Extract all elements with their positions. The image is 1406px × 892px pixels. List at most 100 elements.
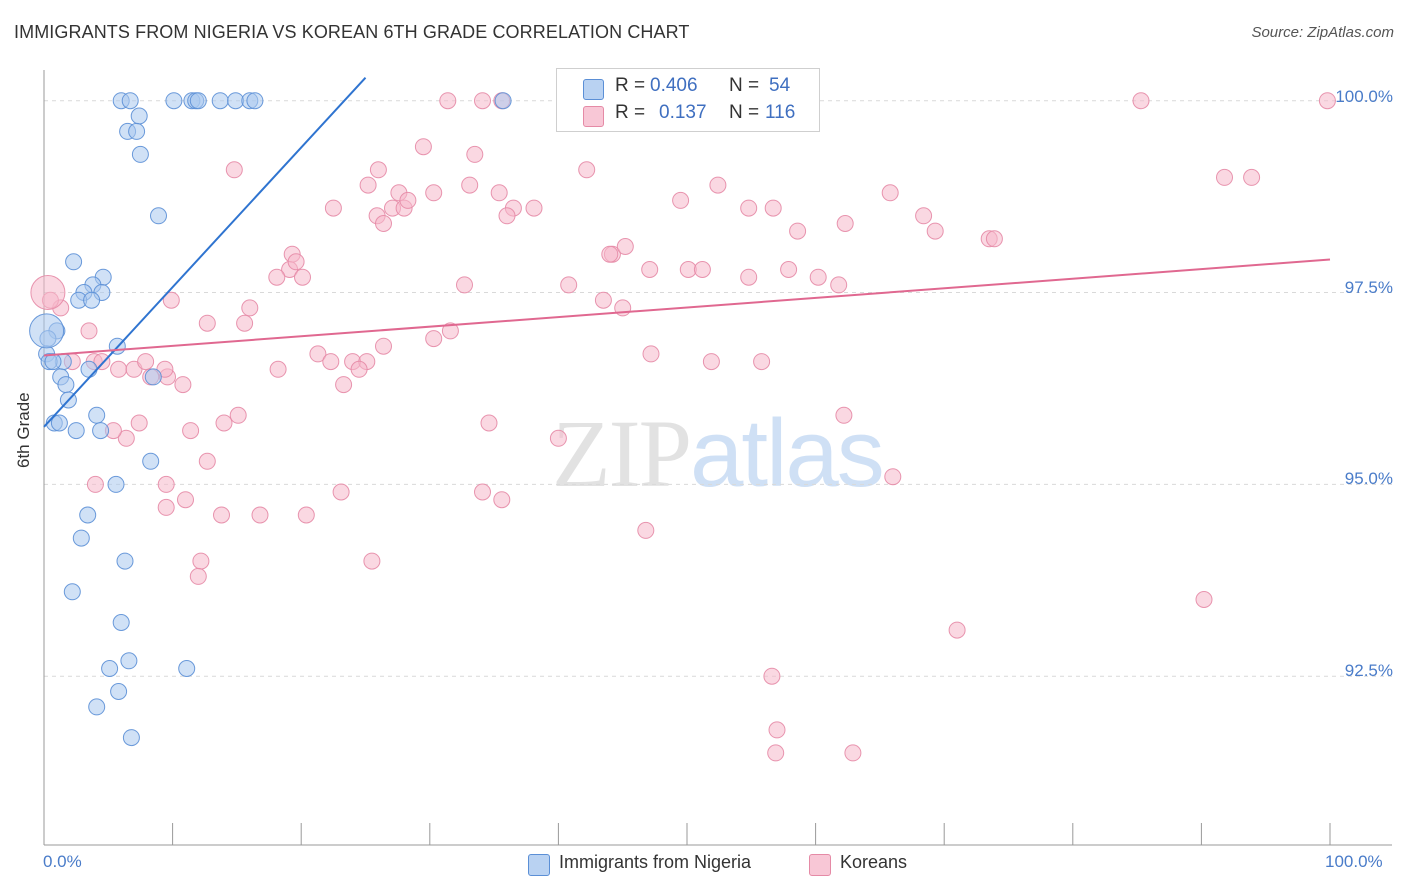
koreans-trend-line <box>43 258 1331 357</box>
koreans-point <box>157 475 175 493</box>
nigeria-point <box>227 92 245 110</box>
koreans-point <box>294 268 311 286</box>
koreans-point <box>414 138 432 156</box>
koreans-point <box>117 429 135 447</box>
koreans-point <box>425 184 443 202</box>
koreans-point <box>926 222 944 240</box>
nigeria-point <box>88 406 106 424</box>
koreans-point <box>236 314 254 332</box>
nigeria-point <box>120 652 138 670</box>
nigeria-point <box>116 552 134 570</box>
legend-r-value: 0.137 <box>659 102 707 123</box>
watermark: ZIPatlas <box>552 398 885 509</box>
koreans-point <box>642 345 660 363</box>
koreans-point <box>324 199 342 217</box>
koreans-point <box>425 330 443 348</box>
legend-n-label: N = <box>729 75 760 96</box>
koreans-point <box>375 215 392 232</box>
koreans-point <box>480 414 498 432</box>
koreans-point <box>672 191 690 209</box>
nigeria-point <box>121 92 139 110</box>
koreans-point <box>130 414 148 432</box>
x-tick-label-max: 100.0% <box>1325 852 1383 871</box>
koreans-point <box>363 552 381 570</box>
koreans-point <box>836 215 854 232</box>
x-tick-label-min: 0.0% <box>43 852 82 871</box>
koreans-point <box>594 291 612 309</box>
koreans-point <box>915 207 933 225</box>
koreans-point <box>461 176 479 194</box>
koreans-point <box>767 744 785 762</box>
legend-row-nigeria: R = 0.406 N = 54 <box>557 73 819 103</box>
koreans-point <box>702 353 720 371</box>
legend-n-value: 116 <box>765 102 796 123</box>
koreans-point <box>198 452 216 470</box>
koreans-point <box>474 483 491 501</box>
nigeria-point <box>112 614 130 631</box>
nigeria-point <box>101 660 119 677</box>
koreans-point <box>1132 92 1150 110</box>
koreans-point <box>93 353 111 371</box>
watermark-zip: ZIP <box>552 400 692 507</box>
koreans-point <box>269 360 287 378</box>
nigeria-point <box>131 145 149 163</box>
bottom-legend-label: Immigrants from Nigeria <box>559 852 752 872</box>
koreans-point <box>456 276 473 294</box>
koreans-point <box>369 161 387 179</box>
koreans-point <box>350 360 368 378</box>
nigeria-point <box>63 583 81 601</box>
nigeria-point <box>122 729 140 747</box>
nigeria-point <box>44 353 62 371</box>
koreans-point <box>740 199 758 217</box>
koreans-point <box>881 184 899 202</box>
nigeria-trend-line <box>43 76 367 428</box>
nigeria-point <box>165 92 183 110</box>
koreans-point <box>474 92 491 110</box>
koreans-point <box>884 468 902 486</box>
koreans-point <box>241 299 259 317</box>
koreans-point <box>693 261 711 278</box>
koreans-point <box>616 238 634 255</box>
nigeria-point <box>92 422 110 440</box>
chart-title: IMMIGRANTS FROM NIGERIA VS KOREAN 6TH GR… <box>14 22 690 42</box>
nigeria-point <box>178 660 196 677</box>
source-label: Source: ZipAtlas.com <box>1251 24 1394 41</box>
koreans-point <box>309 345 327 363</box>
axes <box>43 70 1392 846</box>
koreans-point <box>439 92 457 110</box>
koreans-point <box>251 506 269 524</box>
koreans-point <box>322 353 340 371</box>
nigeria-point <box>65 253 83 271</box>
koreans-point <box>335 376 353 394</box>
koreans-point <box>174 376 192 394</box>
koreans-point <box>549 429 567 447</box>
koreans-point <box>601 245 619 263</box>
koreans-point <box>466 145 484 163</box>
koreans-point <box>215 414 233 432</box>
koreans-point <box>162 291 180 309</box>
koreans-point <box>753 353 771 371</box>
nigeria-point <box>211 92 229 110</box>
nigeria-point <box>72 529 90 547</box>
y-axis-label: 6th Grade <box>14 392 33 468</box>
y-tick-label-1: 92.5% <box>1344 661 1393 680</box>
koreans-point <box>213 506 230 524</box>
koreans-point <box>225 161 243 179</box>
nigeria-points <box>29 92 512 747</box>
nigeria-point <box>29 313 65 349</box>
koreans-point <box>1243 168 1261 186</box>
koreans-point <box>679 261 697 278</box>
nigeria-point <box>83 291 101 309</box>
koreans-point <box>157 498 175 516</box>
nigeria-point <box>150 207 167 225</box>
koreans-point <box>192 552 210 570</box>
koreans-point <box>768 721 786 739</box>
koreans-point <box>110 360 128 378</box>
koreans-point <box>560 276 578 294</box>
koreans-point <box>844 744 862 762</box>
bottom-legend-swatch-pink <box>809 854 831 876</box>
nigeria-point <box>130 107 148 125</box>
koreans-point <box>740 268 758 286</box>
legend-n-value: 54 <box>769 75 791 96</box>
koreans-point <box>809 268 827 286</box>
